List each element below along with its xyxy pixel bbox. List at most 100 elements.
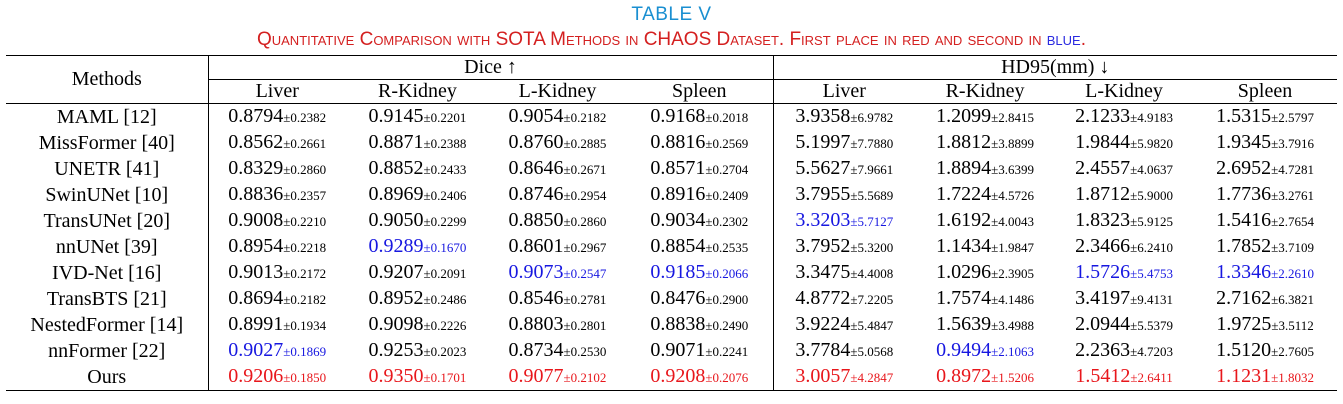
metric-cell: 1.5726±5.4753 (1055, 260, 1193, 286)
metric-std: ±0.2954 (563, 188, 607, 203)
metric-mean: 0.8601 (508, 235, 564, 257)
table-title-blue-word: blue (1046, 29, 1081, 50)
metric-cell: 0.8694±0.2182 (208, 286, 346, 312)
metric-cell: 3.7784±5.0568 (773, 338, 915, 364)
metric-std: ±0.2406 (423, 188, 467, 203)
metric-cell: 1.2099±2.8415 (915, 104, 1055, 131)
metric-cell: 0.9054±0.2182 (489, 104, 626, 131)
table-row: MAML [12] 0.8794±0.2382 0.9145±0.2201 0.905… (6, 103, 1337, 131)
metric-mean: 1.7736 (1216, 183, 1272, 205)
metric-cell: 4.8772±7.2205 (773, 286, 915, 312)
metric-mean: 0.8991 (228, 313, 284, 335)
metric-cell: 0.8571±0.2704 (626, 156, 774, 182)
metric-mean: 0.8803 (508, 313, 564, 335)
metric-std: ±4.5726 (991, 188, 1034, 203)
metric-mean: 0.8838 (650, 313, 706, 335)
metric-mean: 1.5726 (1075, 261, 1131, 283)
metric-mean: 2.6952 (1216, 157, 1272, 179)
table-body: MAML [12] 0.8794±0.2382 0.9145±0.2201 0.905… (6, 103, 1338, 391)
metric-std: ±6.9782 (850, 110, 894, 125)
metric-cell: 0.9185±0.2066 (626, 260, 774, 286)
metric-mean: 0.9253 (368, 339, 424, 361)
metric-cell: 5.5627±7.9661 (773, 156, 915, 182)
metric-std: ±2.6411 (1130, 370, 1173, 385)
table-title: Quantitative Comparison with SOTA Method… (0, 27, 1343, 55)
metric-std: ±7.2205 (850, 292, 894, 307)
metric-cell: 0.8852±0.2433 (346, 156, 489, 182)
metric-std: ±3.4988 (991, 318, 1034, 333)
metric-mean: 0.9494 (936, 339, 992, 361)
metric-mean: 0.9071 (650, 339, 706, 361)
metric-cell: 0.9494±2.1063 (915, 338, 1055, 364)
metric-std: ±0.2066 (705, 266, 749, 281)
metric-cell: 2.6952±4.7281 (1193, 156, 1337, 182)
metric-mean: 0.9008 (228, 209, 284, 231)
metric-cell: 3.7955±5.5689 (773, 182, 915, 208)
metric-std: ±0.2885 (563, 136, 607, 151)
metric-cell: 0.9208±0.2076 (626, 364, 774, 391)
metric-mean: 0.8954 (228, 235, 284, 257)
metric-std: ±0.2781 (563, 292, 607, 307)
metric-std: ±3.7916 (1271, 136, 1314, 151)
metric-cell: 0.8476±0.2900 (626, 286, 774, 312)
metric-cell: 0.9077±0.2102 (489, 364, 626, 391)
metric-cell: 0.9050±0.2299 (346, 208, 489, 234)
hd95-liver-header: Liver (773, 79, 916, 104)
metric-mean: 0.9350 (368, 365, 424, 387)
metric-mean: 0.8854 (650, 235, 706, 257)
metric-mean: 0.8734 (508, 339, 564, 361)
metric-cell: 5.1997±7.7880 (773, 130, 915, 156)
metric-cell: 0.8546±0.2781 (489, 286, 626, 312)
metric-cell: 1.9844±5.9820 (1055, 130, 1193, 156)
metric-cell: 1.7852±3.7109 (1193, 234, 1337, 260)
metric-cell: 0.8871±0.2388 (346, 130, 489, 156)
metric-mean: 1.5416 (1216, 209, 1272, 231)
metric-mean: 0.9013 (228, 261, 284, 283)
metric-mean: 2.7162 (1216, 287, 1272, 309)
metric-mean: 0.9098 (368, 313, 424, 335)
metric-mean: 1.8812 (936, 131, 992, 153)
metric-mean: 1.7224 (936, 183, 992, 205)
method-name: NestedFormer [14] (6, 312, 209, 338)
metric-cell: 3.3203±5.7127 (773, 208, 915, 234)
metric-std: ±5.9820 (1130, 136, 1173, 151)
method-name: IVD-Net [16] (6, 260, 209, 286)
metric-cell: 1.7224±4.5726 (915, 182, 1055, 208)
results-table: Methods Dice ↑ HD95(mm) ↓ Liver R-Kidney… (6, 55, 1338, 391)
metric-std: ±0.2569 (705, 136, 749, 151)
metric-mean: 1.5639 (936, 313, 992, 335)
metric-cell: 3.3475±4.4008 (773, 260, 915, 286)
metric-std: ±0.1670 (423, 240, 467, 255)
metric-cell: 0.9145±0.2201 (346, 104, 489, 131)
table-row: TransBTS [21] 0.8694±0.2182 0.8952±0.2486 0… (6, 286, 1337, 312)
metric-mean: 0.8694 (228, 287, 284, 309)
metric-cell: 1.8323±5.9125 (1055, 208, 1193, 234)
metric-std: ±4.4008 (850, 266, 894, 281)
method-name: MAML [12] (6, 103, 209, 130)
metric-std: ±2.5797 (1271, 110, 1314, 125)
metric-std: ±3.6399 (991, 162, 1034, 177)
metric-mean: 1.9725 (1216, 313, 1272, 335)
metric-cell: 0.8803±0.2801 (489, 312, 626, 338)
hd95-group-header: HD95(mm) ↓ (773, 55, 1338, 80)
metric-cell: 2.3466±6.2410 (1055, 234, 1193, 260)
metric-std: ±0.2967 (563, 240, 607, 255)
metric-std: ±5.0568 (850, 344, 894, 359)
metric-mean: 1.5120 (1216, 339, 1272, 361)
table-caption: TABLE V Quantitative Comparison with SOT… (0, 3, 1343, 55)
metric-cell: 0.9098±0.2226 (346, 312, 489, 338)
metric-cell: 0.9168±0.2018 (626, 103, 774, 130)
metric-mean: 1.5315 (1216, 105, 1272, 127)
metric-mean: 0.8969 (368, 183, 424, 205)
metric-std: ±1.9847 (991, 240, 1034, 255)
method-name: Ours (6, 364, 209, 391)
metric-mean: 4.8772 (795, 287, 851, 309)
metric-std: ±5.3200 (850, 240, 894, 255)
metric-mean: 2.3466 (1075, 235, 1131, 257)
metric-std: ±4.2847 (850, 370, 894, 385)
metric-cell: 0.9013±0.2172 (208, 260, 346, 286)
metric-std: ±0.2226 (423, 318, 467, 333)
metric-std: ±0.2530 (563, 344, 607, 359)
metric-std: ±4.7281 (1271, 162, 1314, 177)
metric-mean: 0.8916 (650, 183, 706, 205)
